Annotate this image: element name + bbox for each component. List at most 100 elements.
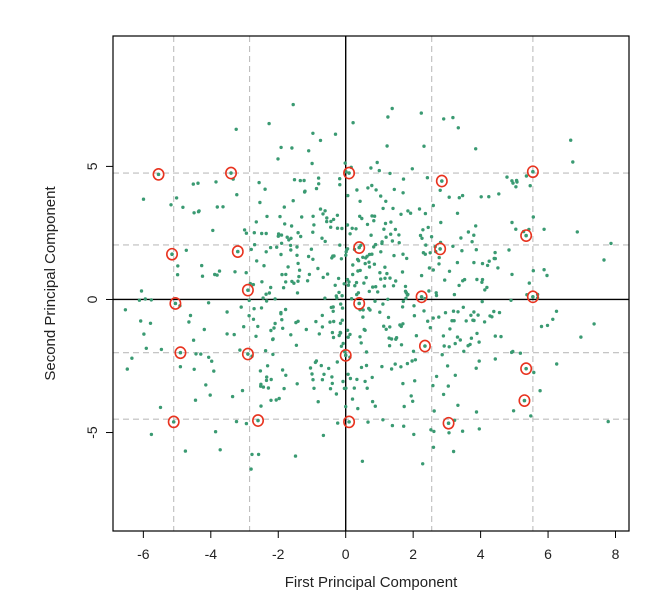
data-point <box>181 205 185 209</box>
data-point <box>212 369 216 373</box>
data-point <box>280 272 284 277</box>
data-point <box>477 359 481 363</box>
data-point <box>381 418 385 422</box>
data-point <box>383 221 388 226</box>
data-point <box>371 285 375 289</box>
data-point <box>397 233 401 237</box>
highlighted-point-dot <box>229 171 233 175</box>
data-point <box>451 449 456 454</box>
data-point <box>376 290 380 294</box>
data-point <box>421 462 425 466</box>
highlighted-point-circle <box>353 241 366 254</box>
data-point <box>351 121 355 125</box>
highlighted-point-circle <box>152 167 165 181</box>
data-point <box>515 180 519 184</box>
data-point <box>453 373 457 377</box>
data-point <box>367 306 371 311</box>
x-axis-label: First Principal Component <box>285 574 458 591</box>
data-point <box>254 220 258 224</box>
data-point <box>295 382 299 386</box>
data-point <box>363 379 367 384</box>
data-point <box>429 235 434 239</box>
data-point <box>143 297 147 301</box>
data-point <box>459 236 463 240</box>
y-axis-ticks: -5 0 5 <box>84 162 113 439</box>
data-point <box>420 236 424 240</box>
data-point <box>317 182 321 186</box>
data-point <box>373 299 377 303</box>
x-tick-label: -6 <box>137 546 150 562</box>
data-point <box>336 421 340 425</box>
data-point <box>314 186 319 191</box>
data-point <box>244 231 249 235</box>
data-point <box>370 214 374 218</box>
data-point <box>297 268 302 272</box>
data-point <box>405 361 410 366</box>
data-point <box>359 341 363 345</box>
data-point <box>388 171 392 176</box>
data-point <box>413 358 418 362</box>
data-point <box>364 275 368 280</box>
data-point <box>267 291 272 295</box>
data-point <box>509 298 513 302</box>
data-point <box>338 177 342 181</box>
data-point <box>265 364 270 368</box>
data-point <box>360 216 364 221</box>
data-point <box>360 459 365 463</box>
data-point <box>545 273 549 278</box>
data-point <box>383 265 387 269</box>
data-point <box>335 226 340 230</box>
data-point <box>330 381 334 386</box>
data-point <box>401 299 405 304</box>
data-point <box>316 400 320 404</box>
data-point <box>399 324 403 329</box>
data-point <box>602 258 606 262</box>
data-point <box>372 219 376 223</box>
data-point <box>390 106 394 111</box>
data-point <box>370 183 374 188</box>
data-point <box>346 335 350 339</box>
data-point <box>426 225 430 230</box>
data-point <box>331 254 335 258</box>
data-point <box>263 187 267 191</box>
y-axis-label: Second Principal Component <box>42 186 59 381</box>
data-point <box>381 206 385 211</box>
data-point <box>291 199 295 203</box>
data-point <box>338 243 342 247</box>
data-point <box>554 309 559 313</box>
data-point <box>305 279 310 283</box>
data-point <box>302 178 306 183</box>
data-point <box>402 404 406 409</box>
data-point <box>123 308 128 312</box>
data-point <box>366 420 370 424</box>
data-point <box>345 223 350 227</box>
data-point <box>364 350 369 354</box>
data-point <box>148 321 153 325</box>
data-point <box>271 352 275 357</box>
data-point <box>320 325 325 329</box>
data-point <box>183 449 188 453</box>
highlighted-point-circle <box>418 339 431 353</box>
data-point <box>174 196 179 200</box>
data-point <box>384 327 388 331</box>
data-point <box>354 280 359 285</box>
highlighted-point-dot <box>522 398 527 403</box>
y-tick-label: -5 <box>84 426 100 439</box>
data-point <box>412 314 417 318</box>
data-point <box>529 414 533 418</box>
data-point <box>233 270 237 274</box>
data-point <box>311 378 315 382</box>
data-point <box>365 386 369 390</box>
data-point <box>142 332 146 336</box>
data-point <box>340 226 344 231</box>
data-point <box>302 190 307 194</box>
data-point <box>268 245 273 250</box>
data-point <box>373 242 378 247</box>
highlighted-point-dot <box>438 247 442 251</box>
data-point <box>215 205 219 209</box>
data-point <box>511 409 516 413</box>
data-point <box>206 301 211 305</box>
data-point <box>475 331 479 336</box>
data-point <box>411 399 415 403</box>
data-point <box>342 282 346 286</box>
